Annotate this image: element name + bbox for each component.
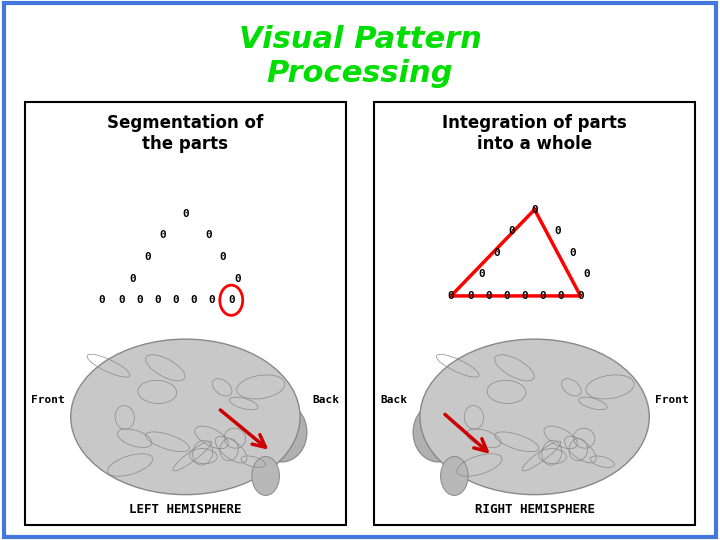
Text: 0: 0 xyxy=(130,274,136,284)
Ellipse shape xyxy=(71,339,300,495)
Text: 0: 0 xyxy=(539,291,546,301)
Text: 0: 0 xyxy=(577,291,584,301)
Text: 0: 0 xyxy=(493,248,500,258)
Text: 0: 0 xyxy=(159,231,166,240)
Text: 0: 0 xyxy=(479,269,485,279)
Text: 0: 0 xyxy=(557,291,564,301)
Text: Back: Back xyxy=(381,395,408,404)
Text: 0: 0 xyxy=(136,295,143,305)
Text: 0: 0 xyxy=(172,295,179,305)
Text: 0: 0 xyxy=(228,295,235,305)
Text: 0: 0 xyxy=(448,291,454,301)
Text: Front: Front xyxy=(32,395,66,404)
Text: 0: 0 xyxy=(521,291,528,301)
Text: 0: 0 xyxy=(467,291,474,301)
Text: 0: 0 xyxy=(508,226,515,236)
Ellipse shape xyxy=(420,339,649,495)
Text: 0: 0 xyxy=(154,295,161,305)
FancyBboxPatch shape xyxy=(374,102,695,525)
Text: 0: 0 xyxy=(190,295,197,305)
Text: 0: 0 xyxy=(144,252,151,262)
Text: 0: 0 xyxy=(584,269,590,279)
Text: 0: 0 xyxy=(531,205,538,214)
Text: 0: 0 xyxy=(554,226,561,236)
Ellipse shape xyxy=(441,456,468,495)
Text: 0: 0 xyxy=(208,295,215,305)
Text: Front: Front xyxy=(654,395,688,404)
Text: Visual Pattern
Processing: Visual Pattern Processing xyxy=(238,25,482,88)
Text: 0: 0 xyxy=(485,291,492,301)
Text: 0: 0 xyxy=(220,252,227,262)
Text: Segmentation of
the parts: Segmentation of the parts xyxy=(107,114,264,153)
FancyBboxPatch shape xyxy=(25,102,346,525)
Text: RIGHT HEMISPHERE: RIGHT HEMISPHERE xyxy=(474,503,595,516)
Text: 0: 0 xyxy=(569,248,576,258)
Text: 0: 0 xyxy=(118,295,125,305)
Ellipse shape xyxy=(256,403,307,462)
Text: LEFT HEMISPHERE: LEFT HEMISPHERE xyxy=(129,503,242,516)
Text: 0: 0 xyxy=(205,231,212,240)
Text: 0: 0 xyxy=(99,295,105,305)
Text: Back: Back xyxy=(312,395,339,404)
Text: 0: 0 xyxy=(503,291,510,301)
Text: 0: 0 xyxy=(182,209,189,219)
Ellipse shape xyxy=(252,456,279,495)
Text: Integration of parts
into a whole: Integration of parts into a whole xyxy=(442,114,627,153)
Text: 0: 0 xyxy=(235,274,241,284)
Ellipse shape xyxy=(413,403,464,462)
